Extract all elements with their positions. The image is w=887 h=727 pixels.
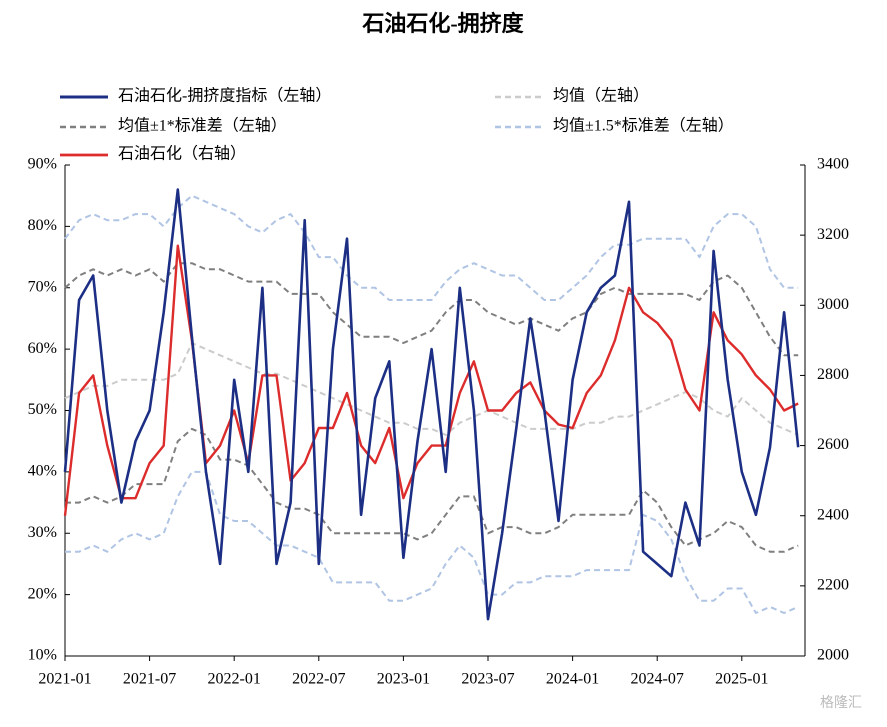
y2-tick-label: 2400 xyxy=(817,506,849,523)
y-tick-label: 20% xyxy=(28,585,57,602)
x-tick-label: 2023-01 xyxy=(377,671,430,688)
series-line xyxy=(65,427,799,553)
series-line xyxy=(64,194,799,301)
y2-tick-label: 2600 xyxy=(817,436,849,453)
legend-label: 石油石化（右轴） xyxy=(118,145,246,163)
series-line xyxy=(64,262,799,357)
y-tick-label: 50% xyxy=(28,401,57,418)
chart-title: 石油石化-拥挤度 xyxy=(361,11,524,36)
x-tick-label: 2021-07 xyxy=(123,671,176,688)
y-tick-label: 80% xyxy=(28,217,57,234)
y-tick-label: 10% xyxy=(28,647,57,664)
y-tick-label: 60% xyxy=(28,340,57,357)
y-tick-label: 40% xyxy=(28,463,57,480)
legend-label: 石油石化-拥挤度指标（左轴） xyxy=(118,87,331,105)
x-tick-label: 2025-01 xyxy=(715,671,768,688)
y-tick-label: 30% xyxy=(28,524,57,541)
y2-tick-label: 2800 xyxy=(817,366,849,383)
legend-label: 均值（左轴） xyxy=(553,87,649,105)
x-tick-label: 2024-07 xyxy=(631,671,684,688)
y-tick-label: 70% xyxy=(28,278,57,295)
y2-tick-label: 2000 xyxy=(817,647,849,664)
x-tick-label: 2022-01 xyxy=(208,671,261,688)
series-line xyxy=(63,244,799,516)
y-tick-label: 90% xyxy=(28,156,57,173)
legend-label: 均值±1*标准差（左轴） xyxy=(118,117,287,135)
series-line xyxy=(63,188,800,621)
y2-tick-label: 2200 xyxy=(817,577,849,594)
x-tick-label: 2021-01 xyxy=(38,671,91,688)
series-line xyxy=(64,342,799,436)
y2-tick-label: 3200 xyxy=(817,226,849,243)
y2-tick-label: 3000 xyxy=(817,296,849,313)
x-tick-label: 2022-07 xyxy=(292,671,345,688)
watermark: 格隆汇 xyxy=(820,695,862,711)
series-line xyxy=(65,470,799,614)
x-tick-label: 2024-01 xyxy=(546,671,599,688)
y2-tick-label: 3400 xyxy=(817,156,849,173)
x-tick-label: 2023-07 xyxy=(461,671,514,688)
legend-label: 均值±1.5*标准差（左轴） xyxy=(553,117,734,135)
